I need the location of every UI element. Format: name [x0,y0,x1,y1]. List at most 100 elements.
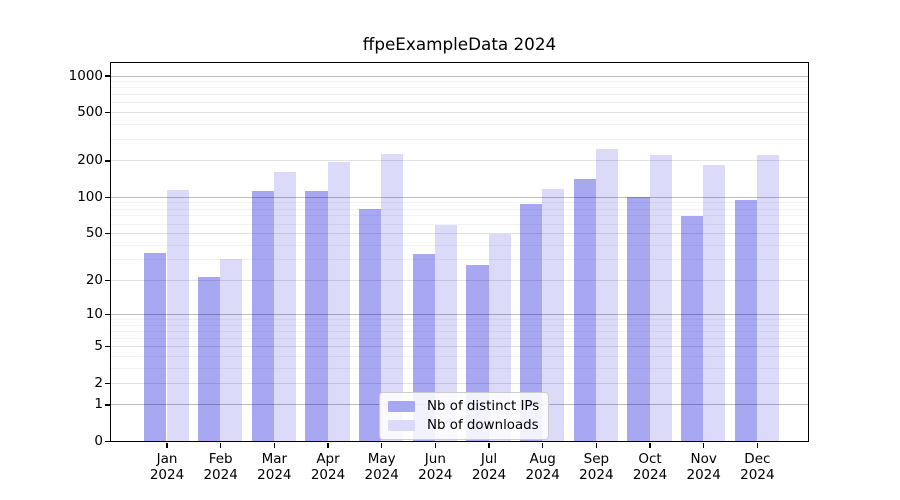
y-tick-mark-1 [105,404,110,406]
x-tick-mark-mar-2024 [273,443,276,448]
x-tick-label-dec-2024: Dec 2024 [740,450,775,484]
gridline-minor [111,319,808,321]
y-tick-label-1000: 1000 [68,67,103,84]
bar-downloads-nov-2024 [703,165,726,441]
x-tick-label-feb-2024: Feb 2024 [203,450,238,484]
legend-item-downloads: Nb of downloads [388,417,539,434]
bar-distinct-ips-nov-2024 [680,216,704,441]
bar-downloads-mar-2024 [273,172,297,441]
y-tick-mark-0 [105,440,110,443]
x-tick-label-jul-2024: Jul 2024 [471,450,507,484]
x-tick-mark-sep-2024 [595,443,598,448]
bar-distinct-ips-feb-2024 [197,277,221,441]
gridline-minor [111,208,808,210]
x-tick-mark-dec-2024 [756,443,759,448]
legend: Nb of distinct IPs Nb of downloads [379,392,550,440]
gridline-minor [111,139,808,141]
x-tick-mark-aug-2024 [541,443,544,448]
bar-downloads-aug-2024 [542,189,565,441]
y-tick-label-0: 0 [94,433,103,449]
y-tick-label-10: 10 [85,306,103,323]
gridline-20 [111,279,808,281]
gridline-2 [111,382,808,384]
y-tick-mark-100 [105,196,110,199]
bar-distinct-ips-dec-2024 [734,199,757,441]
x-tick-mark-jan-2024 [166,443,168,448]
y-tick-label-100: 100 [77,188,103,205]
bar-downloads-oct-2024 [649,155,672,441]
y-tick-label-1: 1 [94,396,103,413]
y-tick-label-200: 200 [77,152,103,169]
gridline-200 [111,160,808,162]
gridline-minor [111,123,808,125]
bar-distinct-ips-oct-2024 [627,196,650,441]
bar-downloads-feb-2024 [220,259,243,441]
bar-downloads-may-2024 [381,154,404,441]
x-tick-mark-feb-2024 [219,443,222,448]
x-tick-label-sep-2024: Sep 2024 [579,450,614,484]
y-tick-mark-50 [105,232,110,235]
gridline-minor [111,338,808,340]
bar-downloads-apr-2024 [327,161,350,441]
bar-downloads-jul-2024 [488,234,511,441]
bar-downloads-jun-2024 [434,225,458,441]
x-tick-label-jan-2024: Jan 2024 [149,450,185,484]
bar-downloads-dec-2024 [756,154,780,441]
x-tick-mark-jun-2024 [434,443,437,448]
x-tick-mark-may-2024 [380,443,383,448]
y-tick-mark-20 [105,279,110,282]
gridline-minor [111,87,808,89]
bar-distinct-ips-apr-2024 [305,190,328,441]
gridline-minor [111,244,808,246]
gridline-1000 [111,75,808,77]
gridline-minor [111,355,808,357]
x-tick-label-may-2024: May 2024 [364,450,399,484]
y-tick-label-5: 5 [94,338,103,355]
y-tick-mark-1000 [105,75,110,77]
legend-item-distinct-ips: Nb of distinct IPs [388,398,539,415]
x-tick-label-mar-2024: Mar 2024 [257,450,292,484]
gridline-100 [111,196,808,198]
bar-distinct-ips-mar-2024 [251,190,274,441]
bars-layer [111,63,808,441]
gridline-minor [111,102,808,104]
y-tick-label-50: 50 [85,224,103,241]
legend-label-downloads: Nb of downloads [427,418,539,433]
chart-title: ffpeExampleData 2024 [362,34,557,54]
y-tick-mark-5 [105,346,110,348]
bar-distinct-ips-aug-2024 [519,203,543,441]
gridline-50 [111,232,808,234]
x-tick-mark-apr-2024 [327,443,329,448]
x-tick-mark-oct-2024 [649,443,651,448]
x-tick-label-oct-2024: Oct 2024 [632,450,668,484]
x-tick-label-apr-2024: Apr 2024 [310,450,346,484]
gridline-minor [111,81,808,83]
x-tick-label-nov-2024: Nov 2024 [686,450,721,484]
gridline-500 [111,112,808,114]
gridline-minor [111,367,808,369]
bar-distinct-ips-sep-2024 [573,179,596,441]
gridline-minor [111,94,808,96]
y-tick-mark-200 [105,160,110,162]
y-tick-label-20: 20 [85,271,103,288]
bar-downloads-sep-2024 [595,148,619,441]
x-tick-label-aug-2024: Aug 2024 [525,450,560,484]
legend-swatch-downloads [388,420,415,431]
gridline-10 [111,314,808,316]
gridline-minor [111,324,808,326]
bar-distinct-ips-may-2024 [358,209,382,441]
gridlines-layer [111,63,808,441]
y-tick-label-500: 500 [77,104,103,121]
gridline-minor [111,330,808,332]
plot-area [110,62,809,442]
bar-downloads-jan-2024 [166,189,189,441]
bar-distinct-ips-jan-2024 [144,252,167,441]
y-tick-mark-2 [105,382,110,385]
y-tick-mark-10 [105,313,110,316]
y-tick-label-2: 2 [94,374,103,391]
y-tick-mark-500 [105,111,110,114]
x-tick-label-jun-2024: Jun 2024 [418,450,453,484]
x-tick-mark-jul-2024 [488,443,490,448]
gridline-minor [111,259,808,261]
